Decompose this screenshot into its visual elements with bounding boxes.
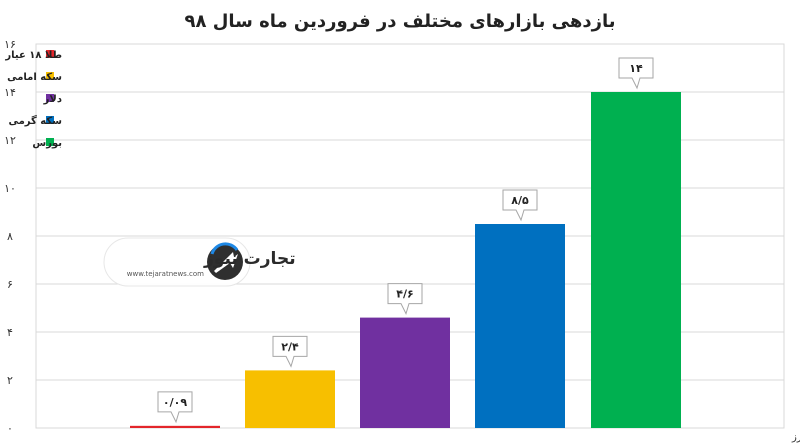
data-label: ۰/۰۹ [157,391,193,424]
legend-item: سکه امامی [7,72,62,83]
bar [130,425,220,428]
legend-swatch [46,50,54,58]
data-label: ۱۴ [618,57,654,90]
legend-item: دلار [43,94,62,105]
y-tick-label: ۰ [7,422,13,435]
data-label-callout [157,391,193,424]
legend-swatch [46,138,54,146]
y-tick-label: ۸ [7,230,13,243]
y-axis: ۰ ۲ ۴ ۶ ۸ ۱۰ ۱۲ ۱۴ ۱۶ [4,38,16,435]
source-note: منبع: شبکه اطلاع‌رسانی طلا، سکه و ارز [791,432,800,443]
legend-item: بورس [32,138,62,149]
y-tick-label: ۱۴ [4,86,16,99]
y-tick-label: ۲ [7,374,13,387]
y-tick-label: ۱۶ [4,38,16,51]
data-label-text: ۲/۴ [281,340,299,353]
watermark-name: تجارت نیوز [203,249,296,269]
legend-swatch [46,72,54,80]
y-tick-label: ۱۲ [4,134,16,147]
data-label: ۸/۵ [502,189,538,222]
data-label-callout [502,189,538,222]
y-tick-label: ۱۰ [4,182,16,195]
chart-title: بازدهی بازارهای مختلف در فروردین ماه سال… [185,11,616,32]
legend-item: طلا ۱۸ عیار [4,50,62,61]
data-label-text: ۱۴ [629,62,643,75]
watermark-url: www.tejaratnews.com [127,270,204,278]
legend-item: سکه گرمی [8,114,62,127]
y-tick-label: ۶ [7,278,13,291]
bar [245,370,335,428]
data-label-callout [272,335,308,368]
bar [591,92,681,428]
y-tick-label: ۴ [7,326,13,339]
legend: طلا ۱۸ عیار سکه امامی دلار سکه گرمی بورس [4,50,62,149]
data-label-callout [387,283,423,315]
legend-label: سکه امامی [7,72,62,83]
bar [360,317,450,428]
legend-label: بورس [32,138,62,149]
legend-label: سکه گرمی [8,114,62,127]
data-label: ۴/۶ [387,283,423,315]
legend-label: دلار [43,94,62,105]
data-label-text: ۴/۶ [396,288,413,301]
tejaratnews-logo-icon [207,242,243,280]
legend-swatch [46,94,54,102]
legend-swatch [46,116,54,124]
bars [130,92,681,428]
data-label-text: ۰/۰۹ [163,396,187,409]
bar [475,224,565,428]
data-label: ۲/۴ [272,335,308,368]
watermark-logo: تجارت نیوز www.tejaratnews.com [103,237,296,287]
data-label-text: ۸/۵ [511,194,529,207]
legend-label: طلا ۱۸ عیار [4,50,62,61]
data-labels: ۰/۰۹ ۲/۴ ۴/۶ ۸/۵ ۱۴ [157,57,654,424]
data-label-callout [618,57,654,90]
